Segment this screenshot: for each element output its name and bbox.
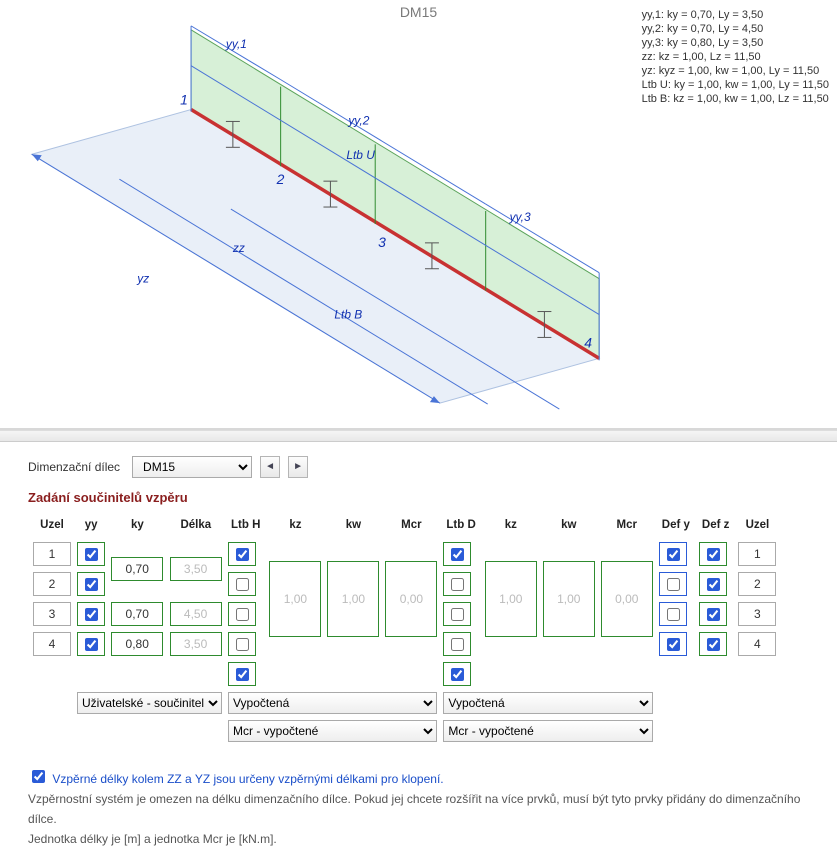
diagram-panel: DM15 yy,1: ky = 0,70, Ly = 3,50 yy,2: ky… <box>0 0 837 430</box>
svg-text:zz: zz <box>232 241 245 255</box>
ltbh-mcr: 0,00 <box>385 561 437 637</box>
defz-check[interactable] <box>699 602 727 626</box>
defy-check[interactable] <box>659 632 687 656</box>
section-title: Zadání součinitelů vzpěru <box>28 490 809 505</box>
uzel-cell: 3 <box>33 602 71 626</box>
yy-check[interactable] <box>77 602 105 626</box>
member-label: Dimenzační dílec <box>28 460 120 474</box>
col-delka: Délka <box>169 519 223 537</box>
svg-text:yz: yz <box>136 272 149 286</box>
uzel-cell: 2 <box>738 572 776 596</box>
col-ltbh: Ltb H <box>227 519 264 537</box>
ltbh-check[interactable] <box>228 542 256 566</box>
ltbh-check[interactable] <box>228 662 256 686</box>
defy-check[interactable] <box>659 542 687 566</box>
ltbd-kz: 1,00 <box>485 561 537 637</box>
ltbd-kw: 1,00 <box>543 561 595 637</box>
delka-input: 4,50 <box>170 602 222 626</box>
ltbd-check[interactable] <box>443 572 471 596</box>
ky-input[interactable]: 0,80 <box>111 632 163 656</box>
col-kz2: kz <box>484 519 538 537</box>
col-uzel: Uzel <box>32 519 72 537</box>
col-defz: Def z <box>698 519 733 537</box>
ltbd-mcr: 0,00 <box>601 561 653 637</box>
col-uzel2: Uzel <box>737 519 777 537</box>
col-kw: kw <box>326 519 380 537</box>
coeff-table: Uzel yy ky Délka Ltb H kz kw Mcr Ltb D k… <box>28 515 781 747</box>
uzel-cell: 1 <box>33 542 71 566</box>
col-defy: Def y <box>658 519 694 537</box>
ltbd-check[interactable] <box>443 662 471 686</box>
defz-check[interactable] <box>699 632 727 656</box>
svg-text:2: 2 <box>276 171 285 187</box>
yy-check[interactable] <box>77 632 105 656</box>
col-ky: ky <box>110 519 164 537</box>
svg-text:1: 1 <box>180 92 188 108</box>
ltbh-check[interactable] <box>228 602 256 626</box>
footer-hint-2: Jednotka délky je [m] a jednotka Mcr je … <box>28 829 809 849</box>
uzel-cell: 4 <box>738 632 776 656</box>
svg-text:Ltb B: Ltb B <box>334 308 362 322</box>
delka-input: 3,50 <box>170 557 222 581</box>
ltbd-mcr-select[interactable]: Mcr - vypočtené <box>443 720 652 742</box>
delka-input: 3,50 <box>170 632 222 656</box>
uzel-cell: 3 <box>738 602 776 626</box>
col-kw2: kw <box>542 519 596 537</box>
ltbd-mode-select[interactable]: Vypočtená <box>443 692 652 714</box>
ltbd-check[interactable] <box>443 542 471 566</box>
col-mcr: Mcr <box>384 519 438 537</box>
yy-check[interactable] <box>77 542 105 566</box>
svg-text:yy,2: yy,2 <box>347 113 369 127</box>
svg-text:3: 3 <box>378 234 386 250</box>
ltbh-mode-select[interactable]: Vypočtená <box>228 692 437 714</box>
svg-text:Ltb U: Ltb U <box>346 148 375 162</box>
zz-yz-checkbox[interactable] <box>32 770 45 783</box>
uzel-cell: 1 <box>738 542 776 566</box>
diagram-svg: yy,1 yy,2 yy,3 Ltb U Ltb B zz yz 1 2 3 4 <box>0 0 837 428</box>
ltbh-mcr-select[interactable]: Mcr - vypočtené <box>228 720 437 742</box>
svg-text:yy,1: yy,1 <box>225 37 247 51</box>
svg-text:yy,3: yy,3 <box>509 210 531 224</box>
defy-check[interactable] <box>659 572 687 596</box>
footer-panel: Vzpěrné délky kolem ZZ a YZ jsou určeny … <box>0 757 837 867</box>
ltbd-check[interactable] <box>443 632 471 656</box>
col-yy: yy <box>76 519 106 537</box>
panel-divider <box>0 430 837 442</box>
col-mcr2: Mcr <box>600 519 654 537</box>
defz-check[interactable] <box>699 572 727 596</box>
defz-check[interactable] <box>699 542 727 566</box>
next-member-button[interactable]: ► <box>288 456 308 478</box>
controls-panel: Dimenzační dílec DM15 ◄ ► Zadání součini… <box>0 442 837 757</box>
ky-input[interactable]: 0,70 <box>111 557 163 581</box>
ltbh-check[interactable] <box>228 632 256 656</box>
yy-check[interactable] <box>77 572 105 596</box>
svg-text:4: 4 <box>584 334 592 350</box>
col-kz: kz <box>268 519 322 537</box>
prev-member-button[interactable]: ◄ <box>260 456 280 478</box>
yy-mode-select[interactable]: Uživatelské - součinitel <box>77 692 222 714</box>
ltbh-kz: 1,00 <box>269 561 321 637</box>
defy-check[interactable] <box>659 602 687 626</box>
ky-input[interactable]: 0,70 <box>111 602 163 626</box>
uzel-cell: 2 <box>33 572 71 596</box>
col-ltbd: Ltb D <box>442 519 479 537</box>
ltbd-check[interactable] <box>443 602 471 626</box>
ltbh-check[interactable] <box>228 572 256 596</box>
zz-yz-label: Vzpěrné délky kolem ZZ a YZ jsou určeny … <box>52 772 443 786</box>
ltbh-kw: 1,00 <box>327 561 379 637</box>
uzel-cell: 4 <box>33 632 71 656</box>
footer-hint-1: Vzpěrnostní systém je omezen na délku di… <box>28 789 809 829</box>
member-select[interactable]: DM15 <box>132 456 252 478</box>
